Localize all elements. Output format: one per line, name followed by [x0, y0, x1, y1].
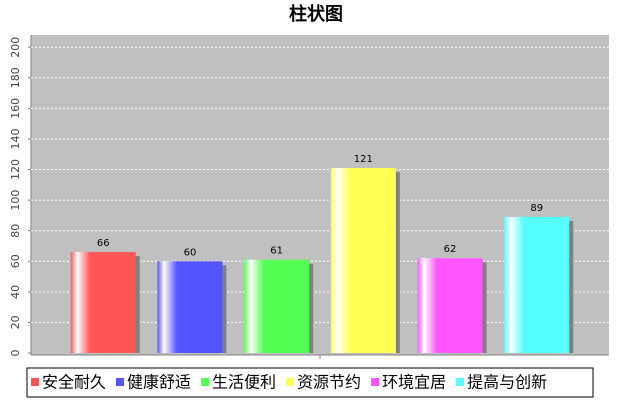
legend-label: 提高与创新	[467, 373, 547, 392]
y-tick-label: 20	[9, 315, 22, 329]
bar	[70, 252, 136, 353]
y-tick-label: 180	[9, 67, 22, 88]
value-label: 60	[184, 247, 197, 258]
legend-label: 资源节约	[297, 373, 361, 392]
chart-title: 柱状图	[289, 3, 343, 25]
y-tick-label: 100	[9, 190, 22, 211]
y-tick-label: 0	[9, 350, 22, 357]
value-label: 121	[354, 154, 373, 165]
legend-label: 安全耐久	[42, 373, 106, 392]
legend-swatch	[371, 378, 380, 386]
legend-label: 健康舒适	[127, 373, 191, 392]
legend-label: 生活便利	[212, 373, 276, 392]
legend-label: 环境宜居	[382, 373, 446, 392]
bar	[417, 258, 483, 353]
value-label: 66	[97, 238, 110, 249]
y-tick-label: 200	[9, 37, 22, 58]
legend-swatch	[116, 378, 125, 386]
legend-swatch	[456, 378, 465, 386]
bar	[330, 168, 396, 353]
value-label: 61	[270, 246, 283, 257]
legend-swatch	[201, 378, 210, 386]
y-tick-label: 60	[9, 254, 22, 268]
legend-swatch	[31, 378, 39, 386]
y-tick-label: 80	[9, 224, 22, 238]
value-label: 62	[444, 244, 457, 255]
bar	[504, 216, 570, 353]
value-label: 89	[530, 203, 543, 214]
y-tick-label: 140	[9, 128, 22, 149]
bar	[157, 261, 223, 353]
y-tick-label: 160	[9, 98, 22, 119]
bar	[244, 259, 310, 353]
legend-swatch	[286, 378, 295, 386]
y-tick-label: 40	[9, 285, 22, 299]
y-tick-label: 120	[9, 159, 22, 180]
